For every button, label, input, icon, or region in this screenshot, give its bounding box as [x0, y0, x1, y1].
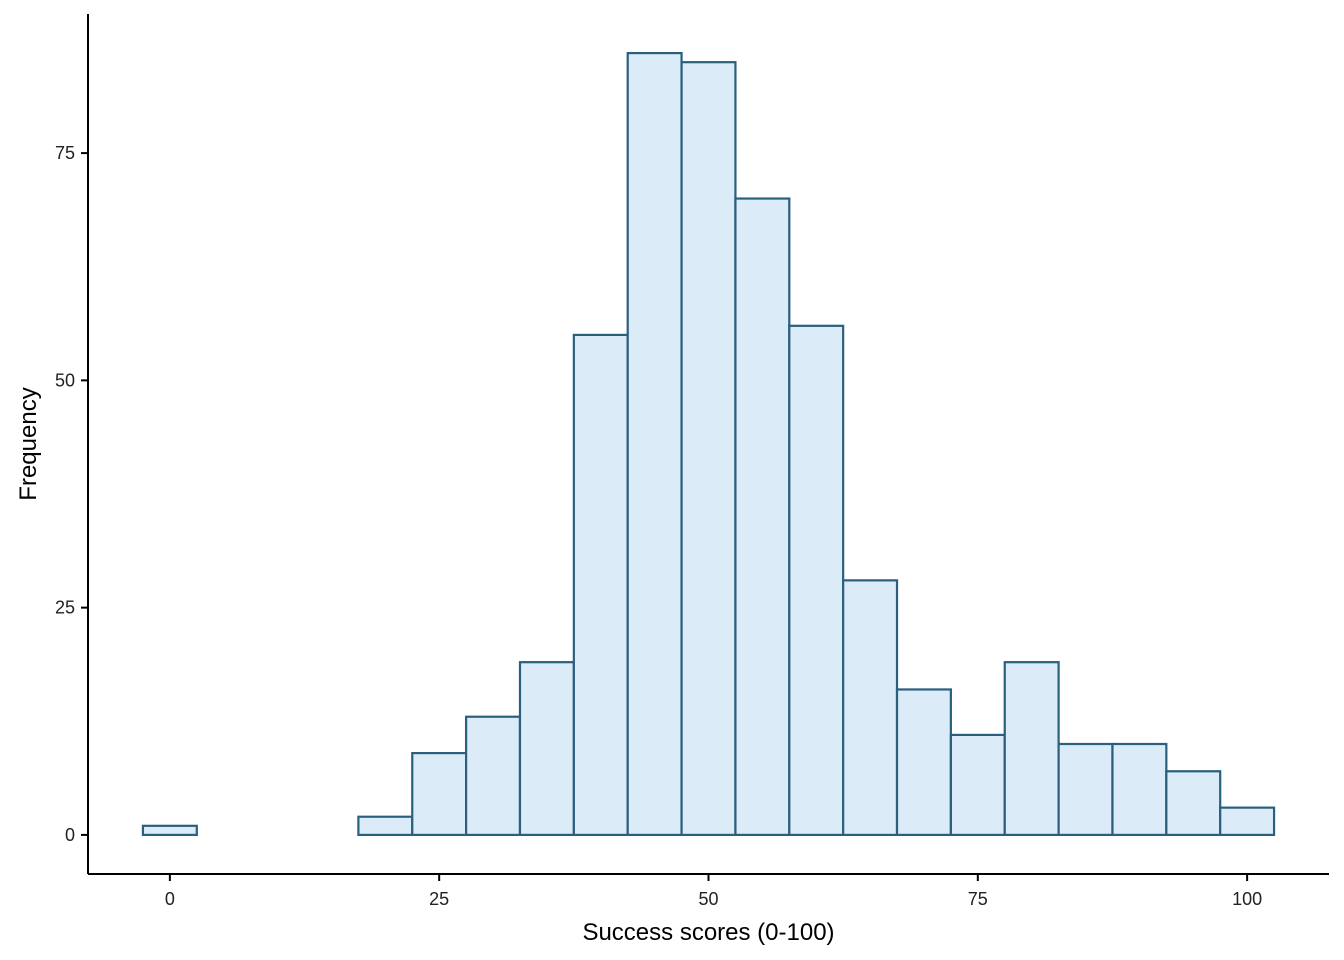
- y-axis-title: Frequency: [15, 387, 42, 500]
- y-tick-label: 75: [55, 143, 75, 163]
- histogram-bar-8: [572, 333, 629, 837]
- histogram-bar-20: [1219, 806, 1276, 837]
- histogram-bar-0: [141, 824, 198, 837]
- x-tick-label: 75: [968, 889, 988, 909]
- y-axis-ticks: 0 25 50 75: [55, 143, 88, 845]
- histogram-bar-19: [1165, 770, 1222, 837]
- x-tick-label: 100: [1232, 889, 1262, 909]
- y-tick-label: 0: [65, 825, 75, 845]
- histogram-bar-11: [734, 197, 791, 837]
- x-axis-ticks: 0 25 50 75 100: [165, 874, 1262, 909]
- histogram-bar-7: [518, 661, 575, 837]
- histogram-bar-14: [895, 688, 952, 837]
- x-axis-title: Success scores (0-100): [582, 919, 834, 946]
- x-tick-label: 0: [165, 889, 175, 909]
- histogram-bars: [141, 51, 1276, 837]
- histogram-bar-16: [1003, 661, 1060, 837]
- histogram-bar-12: [788, 324, 845, 837]
- x-tick-label: 25: [429, 889, 449, 909]
- y-tick-label: 50: [55, 370, 75, 390]
- histogram-bar-9: [626, 51, 683, 837]
- histogram-bar-17: [1057, 742, 1114, 837]
- histogram-bar-10: [680, 61, 737, 837]
- y-tick-label: 25: [55, 598, 75, 618]
- x-tick-label: 50: [698, 889, 718, 909]
- histogram-bar-5: [411, 751, 468, 837]
- histogram-bar-4: [357, 815, 414, 837]
- histogram-bar-15: [949, 733, 1006, 837]
- histogram-bar-6: [465, 715, 522, 837]
- histogram-bar-13: [842, 579, 899, 837]
- histogram-bar-18: [1111, 742, 1168, 837]
